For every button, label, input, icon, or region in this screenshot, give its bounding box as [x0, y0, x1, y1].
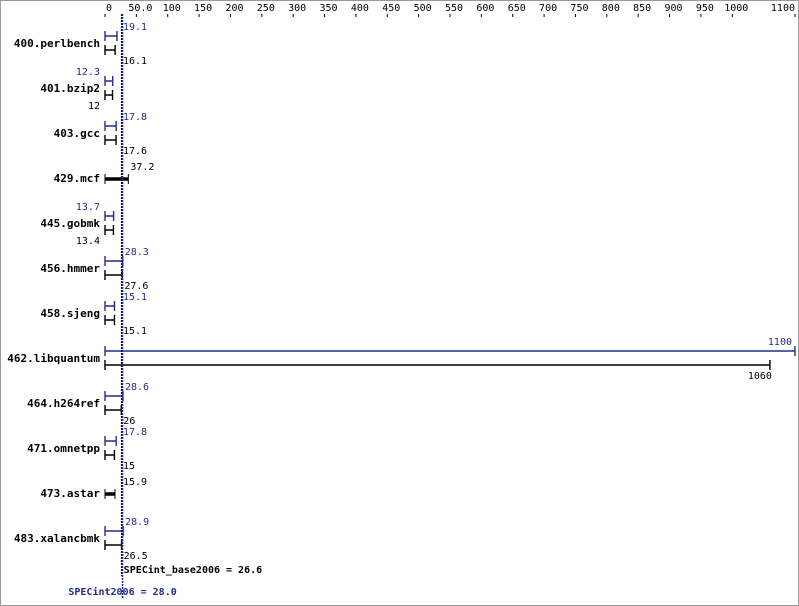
- value-label: 17.8: [123, 427, 147, 438]
- x-tick-label: 550: [445, 3, 463, 14]
- bar: [104, 360, 771, 370]
- benchmark-label: 456.hmmer: [40, 262, 100, 275]
- x-tick-label: 500: [414, 3, 432, 14]
- bar: [104, 121, 117, 131]
- value-label: 1100: [768, 337, 792, 348]
- benchmark-label: 473.astar: [40, 487, 100, 500]
- bar: [104, 540, 123, 550]
- bar: [104, 301, 116, 311]
- value-label: 28.9: [125, 517, 149, 528]
- value-label: 13.4: [76, 236, 100, 247]
- bar: [104, 211, 115, 221]
- bar: [104, 436, 117, 446]
- x-tick-label: 1000: [724, 3, 748, 14]
- value-label: 1060: [748, 371, 772, 382]
- benchmark-label: 445.gobmk: [40, 217, 100, 230]
- bar: [104, 135, 117, 145]
- value-label: 12.3: [76, 67, 100, 78]
- summary-label: SPECint_base2006 = 26.6: [124, 564, 262, 576]
- benchmark-label: 403.gcc: [54, 127, 100, 140]
- x-tick-label: 950: [696, 3, 714, 14]
- bar: [104, 90, 114, 100]
- bar: [104, 270, 124, 280]
- x-tick-label: 150: [194, 3, 212, 14]
- benchmark-label: 458.sjeng: [40, 307, 100, 320]
- value-label: 28.6: [125, 382, 149, 393]
- value-label: 15.1: [123, 326, 147, 337]
- x-tick-label: 650: [508, 3, 526, 14]
- benchmark-label: 462.libquantum: [7, 352, 100, 365]
- x-tick-label: 600: [476, 3, 494, 14]
- x-tick-label: 1100: [771, 3, 795, 14]
- x-tick-label: 350: [320, 3, 338, 14]
- x-tick-label: 250: [257, 3, 275, 14]
- x-tick-label: 450: [382, 3, 400, 14]
- benchmark-label: 429.mcf: [54, 172, 100, 185]
- value-label: 17.8: [123, 112, 147, 123]
- benchmark-label: 464.h264ref: [27, 397, 100, 410]
- benchmark-label: 483.xalancbmk: [14, 532, 100, 545]
- value-label: 26: [123, 416, 135, 427]
- bar: [104, 76, 114, 86]
- x-tick-label: 0: [106, 3, 112, 14]
- benchmark-label: 401.bzip2: [40, 82, 100, 95]
- bar: [104, 405, 123, 415]
- x-tick-label: 850: [633, 3, 651, 14]
- value-label: 28.3: [125, 247, 149, 258]
- bar: [104, 526, 124, 536]
- bar: [104, 450, 116, 460]
- bar: [104, 225, 115, 235]
- value-label: 27.6: [124, 281, 148, 292]
- bar: [104, 391, 124, 401]
- x-tick-label: 50.0: [128, 3, 152, 14]
- value-label: 16.1: [123, 56, 147, 67]
- value-label: 13.7: [76, 202, 100, 213]
- x-tick-label: 750: [570, 3, 588, 14]
- x-tick-label: 700: [539, 3, 557, 14]
- value-label: 17.6: [123, 146, 147, 157]
- x-tick-label: 900: [665, 3, 683, 14]
- value-label: 15.9: [123, 477, 147, 488]
- value-label: 37.2: [130, 162, 154, 173]
- x-tick-label: 800: [602, 3, 620, 14]
- bar: [104, 315, 116, 325]
- value-label: 15.1: [123, 292, 147, 303]
- x-tick-label: 200: [225, 3, 243, 14]
- bar: [104, 346, 796, 356]
- value-label: 26.5: [124, 551, 148, 562]
- summary-label: SPECint2006 = 28.0: [68, 586, 176, 598]
- x-tick-label: 400: [351, 3, 369, 14]
- bar: [104, 256, 124, 266]
- benchmark-label: 471.omnetpp: [27, 442, 100, 455]
- x-tick-label: 100: [163, 3, 181, 14]
- value-label: 15: [123, 461, 135, 472]
- x-tick-label: 300: [288, 3, 306, 14]
- benchmark-label: 400.perlbench: [14, 37, 100, 50]
- value-label: 12: [88, 101, 100, 112]
- bar: [104, 45, 116, 55]
- bar: [104, 31, 118, 41]
- value-label: 19.1: [123, 22, 147, 33]
